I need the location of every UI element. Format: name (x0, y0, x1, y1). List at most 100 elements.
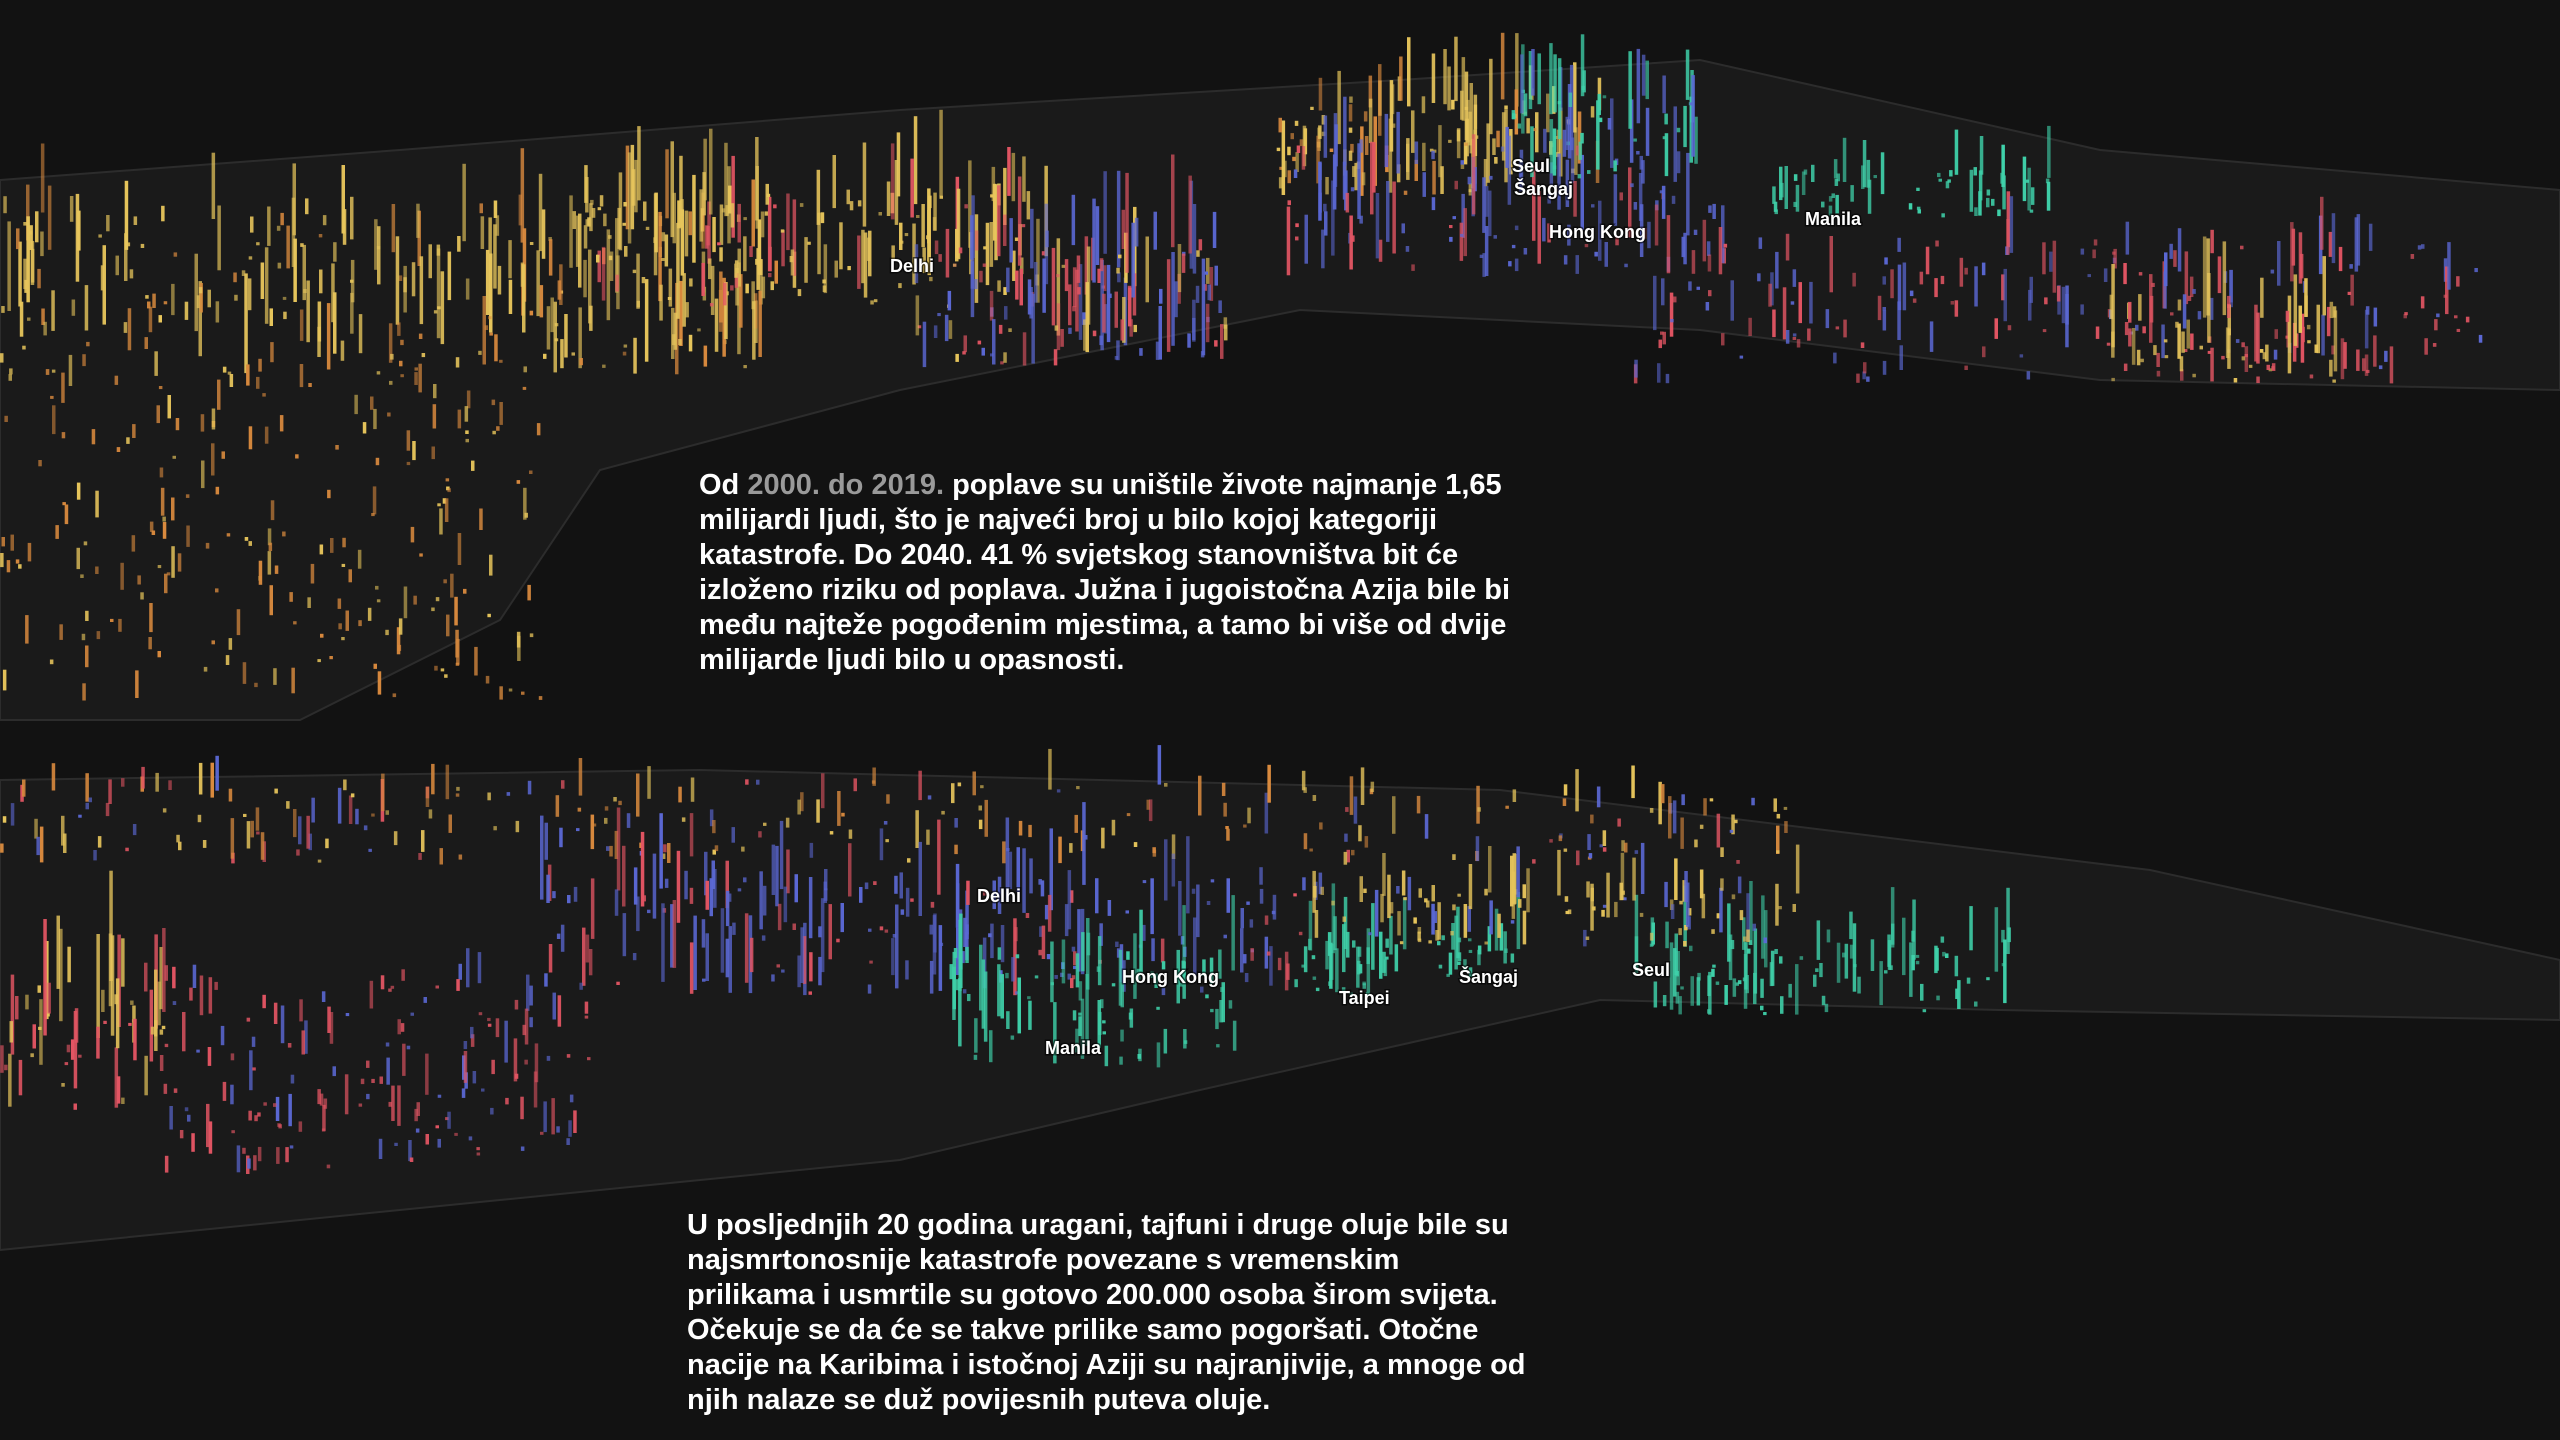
spike (1811, 164, 1815, 182)
spike (1471, 134, 1476, 215)
spike (643, 201, 647, 221)
spike (435, 985, 439, 989)
spike (1599, 844, 1603, 848)
spike (1321, 229, 1325, 269)
spike (1784, 166, 1788, 209)
spike (1842, 137, 1847, 182)
spike (206, 1103, 210, 1148)
spike (51, 290, 55, 331)
spike (487, 792, 491, 801)
spike (701, 919, 706, 948)
spike (215, 755, 219, 791)
spike (269, 308, 273, 326)
spike (1880, 152, 1885, 195)
spike (1497, 913, 1501, 938)
spike (9, 368, 13, 375)
spike (1623, 897, 1627, 901)
spike (401, 969, 405, 981)
spike (1468, 967, 1473, 977)
spike (248, 256, 253, 260)
spike (1549, 119, 1554, 174)
spike (1003, 287, 1007, 295)
spike (1405, 246, 1410, 252)
spike (617, 207, 621, 249)
spike (1503, 931, 1507, 964)
spike (27, 542, 32, 562)
spike (93, 850, 97, 861)
spike (1793, 201, 1797, 207)
spike (1792, 333, 1797, 337)
spike (589, 305, 593, 331)
spike (1645, 107, 1650, 156)
spike (74, 1008, 79, 1043)
spike (2287, 295, 2292, 374)
spike (1103, 171, 1107, 254)
spike (1133, 933, 1137, 999)
spike (162, 928, 166, 1012)
spike (771, 844, 776, 895)
spike (1836, 173, 1840, 182)
spike (728, 926, 732, 993)
spike (2456, 328, 2461, 332)
spike (781, 969, 785, 973)
spike (184, 1107, 189, 1112)
spike (1335, 948, 1339, 993)
spike (445, 764, 450, 800)
spike (1411, 264, 1415, 271)
spike (222, 1081, 227, 1101)
spike (918, 841, 922, 916)
spike (1417, 927, 1422, 934)
spike (757, 219, 762, 275)
spike (276, 225, 281, 231)
spike (2259, 349, 2264, 353)
spike (406, 430, 411, 451)
spike (133, 216, 138, 225)
spike (465, 430, 469, 434)
spike (1758, 237, 1763, 249)
spike (329, 656, 333, 660)
spike (1126, 951, 1130, 960)
spike (15, 996, 19, 1020)
spike (2046, 181, 2051, 211)
spike (1176, 949, 1180, 1004)
spike (1711, 929, 1715, 934)
spike (1447, 66, 1451, 111)
spike (1044, 904, 1049, 920)
spike (1843, 319, 1847, 338)
spike (745, 779, 749, 785)
spike (246, 364, 250, 386)
spike (822, 279, 826, 284)
spike (110, 618, 114, 622)
spike (36, 836, 40, 856)
spike (625, 145, 630, 230)
spike (794, 874, 798, 903)
spike (2026, 371, 2031, 380)
spike (431, 763, 435, 795)
spike (1349, 776, 1354, 815)
spike (900, 909, 905, 915)
spike (418, 333, 423, 339)
spike (257, 1112, 261, 1117)
spike (231, 1130, 235, 1134)
spike (2447, 242, 2451, 290)
spike (22, 779, 26, 797)
spike (1877, 295, 1882, 321)
spike (1301, 146, 1306, 170)
spike (1457, 893, 1461, 897)
spike (804, 237, 808, 283)
spike (710, 265, 715, 315)
spike (775, 845, 779, 907)
spike (465, 438, 469, 443)
spike (1011, 957, 1015, 982)
spike (678, 339, 682, 346)
spike (1744, 942, 1748, 990)
spike (974, 1018, 978, 1053)
spike (1792, 337, 1797, 340)
spike (433, 384, 437, 399)
spike (27, 317, 31, 321)
highlight: 2000. do 2019. (747, 469, 945, 501)
spike (1978, 191, 1982, 216)
spike (56, 915, 60, 989)
spike (1816, 920, 1821, 960)
spike (1567, 224, 1571, 246)
